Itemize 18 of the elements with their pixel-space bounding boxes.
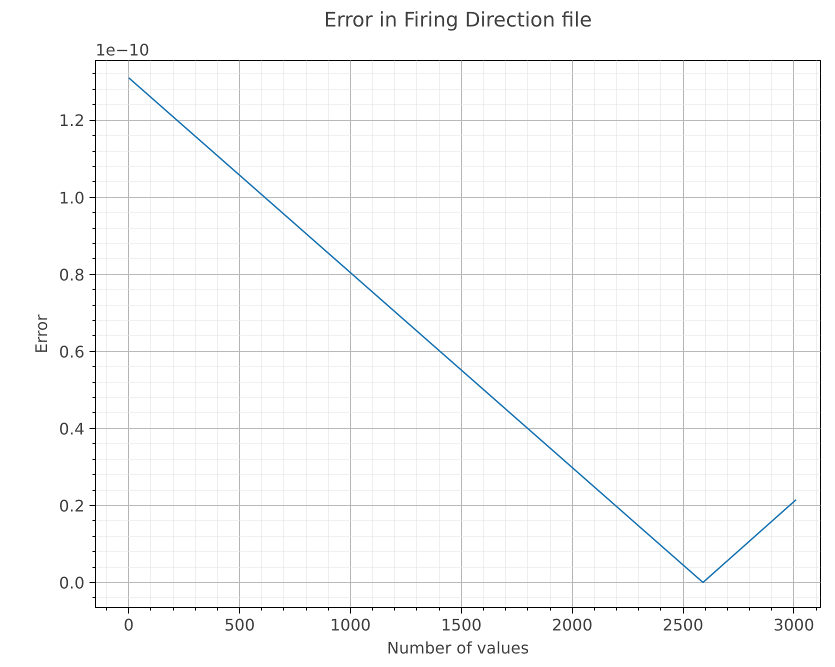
y-tick-label: 0.4 (59, 419, 85, 438)
x-tick-label: 500 (224, 616, 255, 634)
x-tick-label: 0 (124, 616, 134, 634)
x-tick-label: 1500 (440, 616, 482, 634)
y-tick-label: 1.2 (59, 111, 85, 130)
text: 1e−10 (96, 40, 150, 60)
x-tick-label: 3000 (774, 616, 814, 634)
y-tick-label: 1.0 (59, 188, 85, 208)
chart-title: Error in Firing Direction file (324, 8, 592, 32)
x-tick-label: 2000 (552, 616, 593, 634)
x-tick-label: 1000 (330, 616, 371, 634)
x-tick-label: 2500 (662, 616, 704, 634)
y-tick-label: 0.0 (59, 573, 85, 592)
y-tick-label: 0.6 (59, 342, 85, 362)
y-tick-label: 0.8 (59, 265, 85, 284)
y-axis-title: Error (32, 314, 52, 354)
x-axis-title: Number of values (387, 638, 529, 658)
y-tick-label: 0.2 (59, 496, 85, 516)
